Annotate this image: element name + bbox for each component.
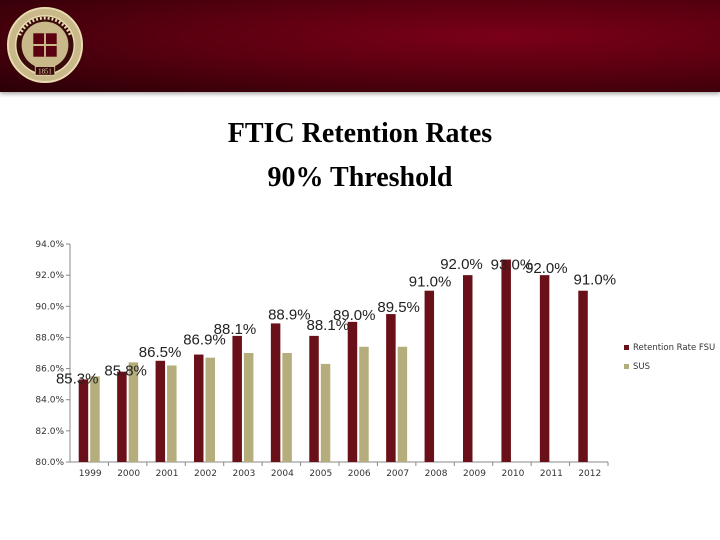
data-label-fsu: 93.0%	[491, 257, 534, 274]
x-tick-label: 2004	[271, 469, 294, 479]
x-tick-label: 2010	[501, 469, 524, 479]
bar-fsu	[463, 275, 473, 462]
y-tick-label: 84.0%	[35, 396, 64, 406]
legend-label-sus: SUS	[633, 362, 650, 372]
x-tick-label: 2005	[309, 469, 332, 479]
data-label-fsu: 85.3%	[56, 370, 99, 387]
slide-title: FTIC Retention Rates 90% Threshold	[0, 112, 720, 200]
data-label-fsu: 89.5%	[377, 299, 420, 316]
bar-sus	[90, 376, 100, 462]
bar-sus	[397, 346, 408, 462]
y-tick-label: 88.0%	[35, 333, 64, 343]
legend-swatch-sus	[624, 364, 629, 369]
bar-fsu	[424, 290, 435, 462]
bar-sus	[128, 362, 139, 462]
data-label-fsu: 85.8%	[104, 363, 147, 380]
x-tick-label: 2009	[463, 469, 486, 479]
data-label-fsu: 88.9%	[268, 306, 311, 323]
x-tick-label: 2007	[386, 469, 409, 479]
bar-fsu	[270, 323, 281, 462]
seal-year: 1851	[38, 69, 52, 76]
legend-swatch-fsu	[624, 345, 629, 350]
bar-sus	[320, 363, 331, 462]
bar-sus	[282, 353, 292, 462]
data-label-fsu: 88.1%	[214, 321, 257, 338]
title-line-1: FTIC Retention Rates	[227, 118, 493, 149]
bar-fsu	[539, 275, 550, 462]
bar-fsu	[117, 371, 127, 462]
x-tick-label: 2011	[540, 469, 563, 479]
data-label-fsu: 86.5%	[139, 344, 182, 361]
bar-sus	[359, 346, 369, 462]
bar-fsu	[578, 290, 588, 462]
bar-sus	[243, 353, 254, 462]
title-line-2: 90% Threshold	[267, 162, 453, 193]
university-seal-icon: 1851	[6, 6, 84, 84]
bar-fsu	[78, 379, 89, 462]
data-label-fsu: 91.0%	[409, 274, 452, 291]
data-label-fsu: 89.0%	[333, 307, 376, 324]
bar-fsu	[309, 335, 319, 462]
x-tick-label: 1999	[79, 469, 102, 479]
data-label-fsu: 86.9%	[183, 332, 226, 349]
y-tick-label: 80.0%	[35, 458, 64, 468]
x-tick-label: 2000	[117, 469, 140, 479]
x-tick-label: 2001	[156, 469, 179, 479]
y-tick-label: 94.0%	[35, 240, 64, 250]
x-tick-label: 2002	[194, 469, 217, 479]
y-tick-label: 92.0%	[35, 271, 64, 281]
bar-fsu	[232, 335, 242, 462]
bar-sus	[205, 357, 215, 462]
y-tick-label: 90.0%	[35, 302, 64, 312]
x-tick-label: 2008	[425, 469, 448, 479]
y-tick-label: 86.0%	[35, 365, 64, 375]
x-tick-label: 2003	[232, 469, 255, 479]
bar-sus	[167, 365, 177, 462]
y-tick-label: 82.0%	[35, 427, 64, 437]
slide-header: 1851	[0, 0, 720, 92]
bar-fsu	[194, 354, 204, 462]
data-label-fsu: 88.1%	[307, 317, 350, 334]
bar-fsu	[386, 314, 396, 462]
retention-bar-chart: 80.0% 82.0% 84.0% 86.0% 88.0% 90.0% 92.0% 94.0%…	[35, 240, 715, 479]
data-label-fsu: 91.0%	[574, 272, 617, 289]
x-tick-label: 2006	[348, 469, 371, 479]
bar-fsu	[501, 259, 511, 462]
bar-fsu	[155, 360, 166, 462]
bar-fsu	[347, 321, 358, 462]
data-label-fsu: 92.0%	[440, 256, 483, 273]
legend-label-fsu: Retention Rate FSU	[633, 343, 715, 353]
x-tick-label: 2012	[578, 469, 601, 479]
data-label-fsu: 92.0%	[525, 260, 568, 277]
